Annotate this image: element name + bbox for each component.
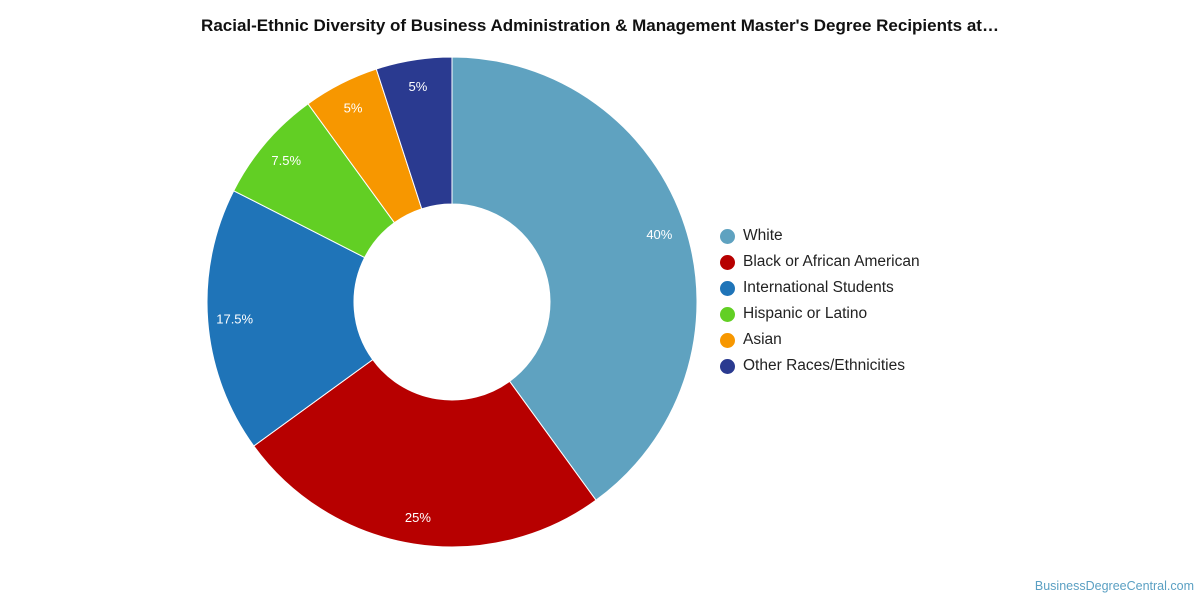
watermark[interactable]: BusinessDegreeCentral.com — [1034, 579, 1194, 593]
slice-label-black-or-african-american: 25% — [405, 510, 431, 525]
legend-label: Asian — [743, 331, 782, 348]
legend: White Black or African American Internatio… — [720, 227, 920, 375]
legend-swatch — [720, 254, 735, 270]
legend-item-white[interactable]: White — [720, 227, 920, 245]
slice-label-white: 40% — [646, 227, 672, 242]
legend-label: Other Races/Ethnicities — [743, 357, 905, 374]
chart-title: Racial-Ethnic Diversity of Business Admi… — [201, 16, 999, 35]
legend-item-asian[interactable]: Asian — [720, 331, 920, 349]
slice-label-hispanic-or-latino: 7.5% — [271, 153, 301, 168]
legend-label: International Students — [743, 279, 894, 296]
slice-white[interactable] — [451, 56, 698, 501]
legend-swatch — [720, 332, 735, 348]
slice-black-or-african-american[interactable] — [253, 358, 597, 548]
legend-item-black-or-african-american[interactable]: Black or African American — [720, 253, 920, 271]
legend-item-international-students[interactable]: International Students — [720, 279, 920, 297]
slice-other-races-ethnicities[interactable] — [375, 56, 453, 210]
slice-label-other-races-ethnicities: 5% — [408, 79, 427, 94]
legend-label: Hispanic or Latino — [743, 305, 868, 322]
legend-swatch — [720, 358, 735, 374]
legend-label: Black or African American — [743, 253, 920, 270]
slice-label-group: 40% 25% 17.5% 7.5% 5% 5% — [216, 79, 673, 525]
legend-label: White — [743, 227, 783, 244]
slice-international-students[interactable] — [206, 190, 374, 447]
slice-label-asian: 5% — [344, 100, 363, 115]
legend-swatch — [720, 228, 735, 244]
slice-group — [206, 56, 698, 548]
legend-item-other-races-ethnicities[interactable]: Other Races/Ethnicities — [720, 357, 920, 375]
legend-swatch — [720, 306, 735, 322]
legend-item-hispanic-or-latino[interactable]: Hispanic or Latino — [720, 305, 920, 323]
legend-swatch — [720, 280, 735, 296]
slice-label-international-students: 17.5% — [216, 312, 253, 327]
